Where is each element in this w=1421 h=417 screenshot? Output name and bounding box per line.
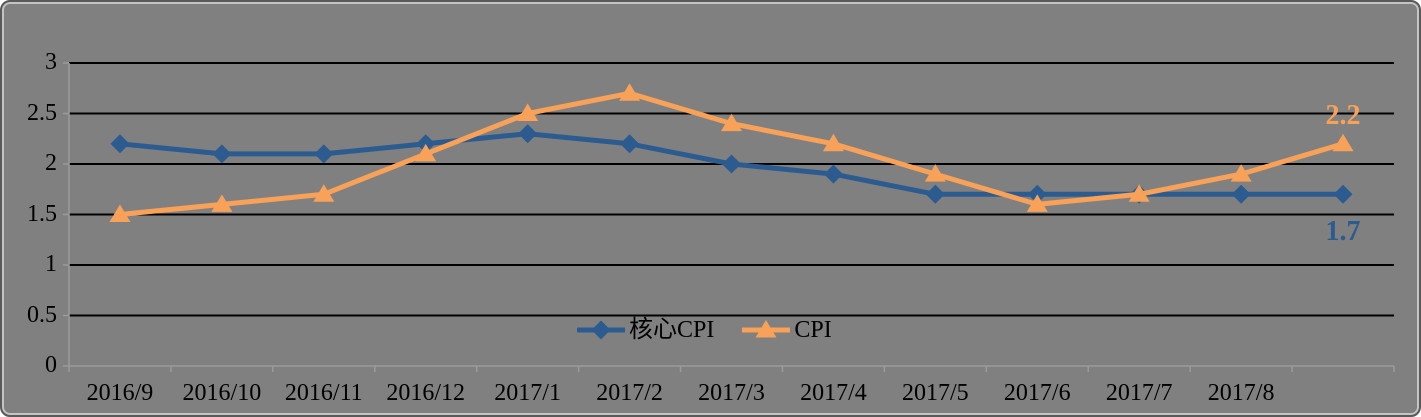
x-tick-label: 2017/1 [494,380,561,406]
x-tick-label: 2017/6 [1003,380,1071,406]
triangle-marker [1026,194,1048,212]
legend-triangle-swatch-icon [742,320,791,338]
y-tick-label: 0.5 [27,301,57,328]
triangle-marker [619,83,641,101]
x-tick-label: 2017/3 [698,380,765,406]
triangle-marker [415,143,437,162]
diamond-marker [314,144,334,164]
x-tick-label: 2016/11 [284,380,363,406]
x-tick-label: 2017/7 [1105,380,1173,406]
diamond-marker [620,134,640,154]
x-tick-label: 2016/9 [86,380,154,406]
chart-legend: 核心CPI CPI [577,316,832,344]
legend-diamond-swatch-icon [577,320,625,340]
triangle-marker [1230,164,1252,182]
diamond-marker [925,184,945,204]
x-tick-label: 2017/5 [902,380,969,406]
x-tick-label: 2017/4 [800,380,867,406]
y-tick-label: 3 [45,49,57,75]
triangle-marker [517,103,539,121]
triangle-marker [313,184,335,202]
y-tick-label: 1 [45,251,57,277]
x-tick-label: 2017/8 [1207,380,1275,406]
diamond-marker [1231,184,1251,204]
diamond-marker [1027,184,1047,204]
triangle-marker [822,133,844,152]
triangle-marker [1128,184,1150,202]
legend-item-核心CPI: 核心CPI [577,316,714,344]
triangle-marker [109,204,131,222]
legend-label: 核心CPI [629,317,715,343]
end-data-label-CPI: 2.2 [1325,99,1361,131]
y-tick-label: 0 [45,352,57,378]
triangle-marker [924,164,946,182]
diamond-marker [518,124,538,144]
diamond-marker [722,154,741,174]
end-data-label-核心CPI: 1.7 [1325,216,1361,248]
x-tick-label: 2016/12 [386,380,466,406]
triangle-marker [1332,133,1354,152]
x-tick-label: 2017/2 [596,380,663,406]
y-tick-label: 1.5 [27,200,57,227]
legend-item-CPI: CPI [742,316,832,344]
triangle-marker [211,194,233,212]
y-tick-label: 2.5 [27,99,57,126]
legend-label: CPI [794,317,832,343]
diamond-marker [1333,184,1353,204]
y-tick-label: 2 [45,150,57,176]
diamond-marker [212,144,232,164]
x-tick-label: 2016/10 [182,380,262,406]
diamond-marker [110,134,130,154]
diamond-marker [416,134,436,154]
triangle-marker [721,113,742,132]
diamond-marker [823,164,843,184]
